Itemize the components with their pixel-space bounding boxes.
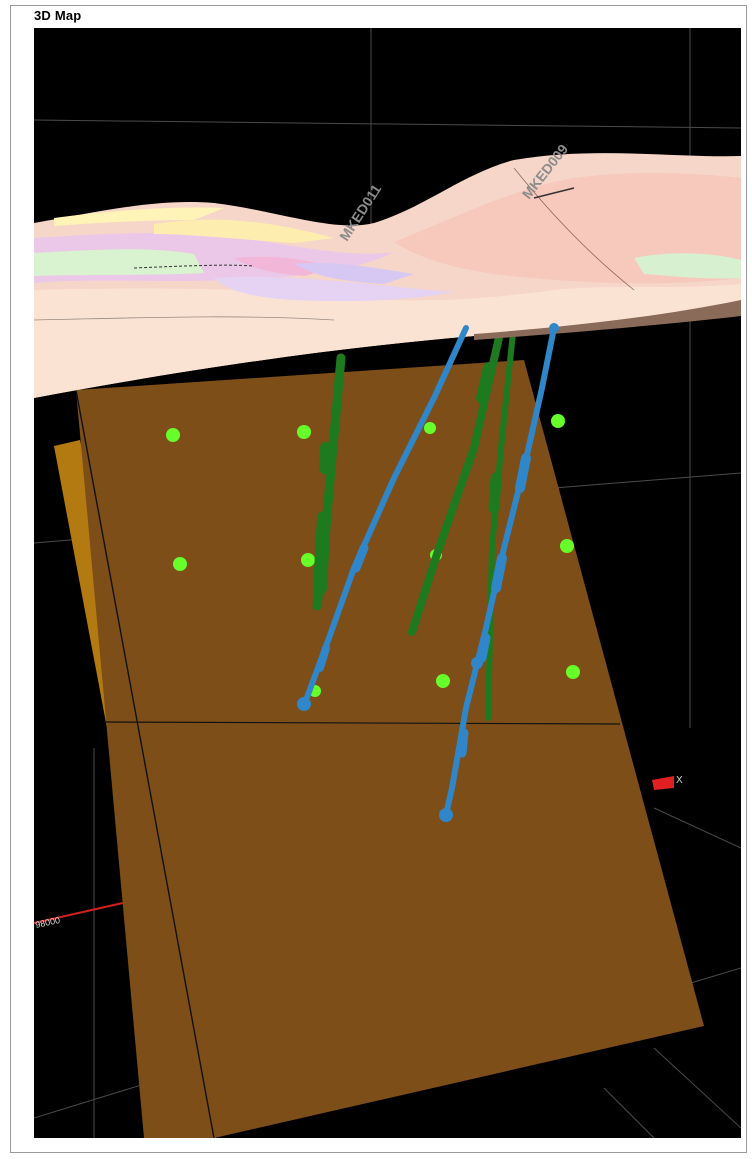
northing-tick-label: 98000 [34, 915, 61, 930]
3d-viewport[interactable]: 98000 X [34, 28, 741, 1138]
drillholes-blue [303, 325, 557, 817]
drillhole-ends [297, 323, 559, 822]
sample-point [551, 414, 565, 428]
terrain-surface [34, 153, 741, 398]
sample-point [436, 674, 450, 688]
sample-point [424, 422, 436, 434]
sample-point [301, 553, 315, 567]
x-axis-label: X [676, 775, 683, 786]
sample-point [173, 557, 187, 571]
sample-point [560, 539, 574, 553]
x-axis-marker: X [652, 775, 683, 790]
drillholes-green [312, 329, 516, 721]
section-plane [75, 360, 704, 1138]
sample-point [166, 428, 180, 442]
window-title: 3D Map [34, 8, 82, 23]
sample-point [566, 665, 580, 679]
sample-point [297, 425, 311, 439]
northing-axis: 98000 [34, 899, 137, 930]
